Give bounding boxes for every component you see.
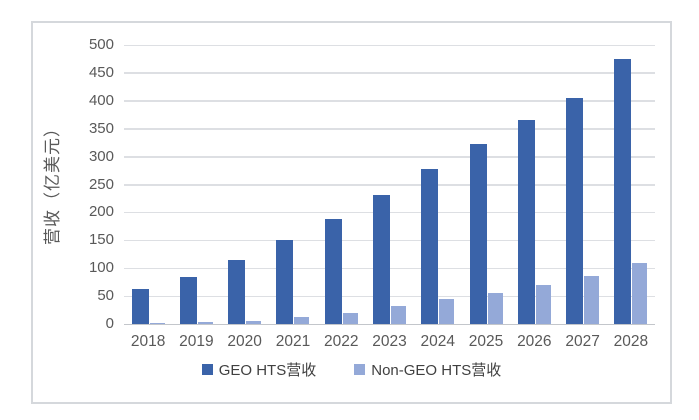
y-tick-label-500: 500 [88, 36, 114, 53]
gridline-250 [124, 184, 655, 186]
bar-group-2019 [172, 45, 220, 324]
y-tick-label-350: 350 [88, 119, 114, 137]
bar-group-2018 [124, 45, 172, 324]
x-label-2020: 2020 [227, 333, 262, 350]
legend-label-geo: GEO HTS营收 [218, 362, 317, 379]
y-tick-label-200: 200 [88, 203, 114, 221]
x-axis-line [124, 323, 655, 325]
x-label-2018: 2018 [130, 333, 166, 350]
bar-group-2023 [365, 45, 413, 324]
x-label-2028: 2028 [613, 333, 649, 350]
bar-geo-2020 [228, 259, 246, 324]
y-tick-label-250: 250 [88, 175, 114, 193]
y-tick-label-450: 450 [88, 63, 114, 81]
bar-nongeo-2019 [197, 322, 213, 324]
y-tick-label-400: 400 [88, 91, 114, 109]
y-tick-label-100: 100 [88, 259, 114, 277]
bar-nongeo-2022 [342, 313, 358, 324]
legend-item-geo: GEO HTS营收 [201, 359, 317, 380]
chart-frame: 营收（亿美元） 0 50 100 150 200 250 300 350 400 450 500 2… [31, 21, 672, 404]
bar-group-2021 [269, 45, 317, 324]
bar-geo-2025 [469, 144, 487, 324]
legend-swatch-nongeo [354, 364, 366, 375]
bar-nongeo-2024 [439, 298, 455, 324]
bar-geo-2028 [614, 58, 632, 324]
bar-group-2020 [221, 45, 269, 324]
bar-nongeo-2020 [246, 320, 262, 324]
bar-geo-2023 [372, 194, 390, 324]
bar-geo-2019 [179, 276, 197, 324]
y-tick-label-0: 0 [105, 315, 114, 332]
x-label-2022: 2022 [323, 333, 359, 350]
bar-geo-2026 [517, 119, 535, 324]
bar-nongeo-2023 [390, 305, 406, 324]
gridline-500 [124, 44, 655, 46]
bar-geo-2024 [421, 168, 439, 324]
gridline-450 [124, 72, 655, 74]
x-label-2019: 2019 [179, 333, 214, 350]
legend-swatch-geo [201, 364, 213, 375]
bar-nongeo-2026 [535, 284, 551, 324]
x-label-2025: 2025 [468, 333, 504, 350]
bar-geo-2022 [324, 219, 342, 324]
legend: GEO HTS营收 Non-GEO HTS营收 [33, 359, 670, 380]
bar-group-2027 [558, 45, 606, 324]
plot-area [124, 44, 655, 325]
bar-group-2024 [414, 45, 462, 324]
y-axis-title: 营收（亿美元） [43, 119, 62, 245]
bar-nongeo-2028 [632, 262, 648, 324]
bar-nongeo-2027 [584, 276, 600, 324]
x-label-2021: 2021 [275, 333, 311, 350]
bar-group-2022 [317, 45, 365, 324]
y-tick-label-300: 300 [88, 147, 114, 165]
bar-nongeo-2025 [487, 292, 503, 324]
bar-geo-2021 [276, 240, 294, 324]
x-label-2024: 2024 [420, 333, 455, 350]
y-tick-label-150: 150 [88, 231, 114, 249]
gridline-400 [124, 100, 655, 102]
legend-item-nongeo: Non-GEO HTS营收 [354, 359, 501, 380]
x-label-2027: 2027 [565, 333, 600, 350]
bar-group-2025 [462, 45, 510, 324]
bar-geo-2027 [566, 97, 584, 324]
gridline-350 [124, 128, 655, 130]
bar-group-2028 [607, 45, 655, 324]
x-label-2026: 2026 [517, 333, 552, 350]
bar-geo-2018 [131, 289, 149, 324]
bar-nongeo-2021 [294, 316, 310, 324]
x-label-2023: 2023 [372, 333, 407, 350]
bar-nongeo-2018 [149, 322, 165, 324]
bar-group-2026 [510, 45, 558, 324]
gridline-300 [124, 156, 655, 158]
y-tick-label-50: 50 [97, 287, 114, 305]
legend-label-nongeo: Non-GEO HTS营收 [371, 362, 502, 379]
